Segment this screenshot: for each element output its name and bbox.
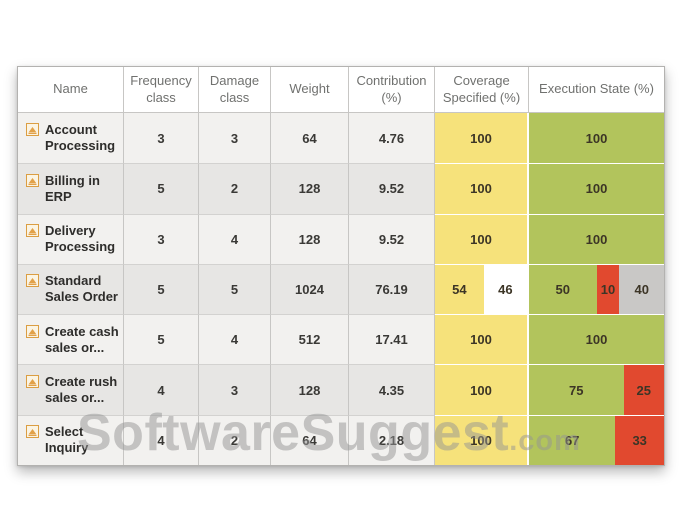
coverage-segment-yellow: 100 bbox=[435, 315, 527, 365]
coverage-segment-yellow: 100 bbox=[435, 214, 527, 264]
coverage-cell: 100 bbox=[435, 213, 529, 264]
row-name-label: Standard Sales Order bbox=[45, 273, 118, 305]
cell-weight: 128 bbox=[271, 163, 349, 214]
cell-frequency-class: 4 bbox=[124, 414, 199, 465]
process-icon bbox=[26, 122, 39, 136]
table-row[interactable]: Create cash sales or... 5 4 512 17.41 100 100 bbox=[18, 314, 664, 365]
execution-cell: 100 bbox=[529, 113, 664, 164]
process-icon bbox=[26, 274, 39, 288]
execution-segment-green: 67 bbox=[529, 415, 616, 465]
row-name-label: Account Processing bbox=[45, 121, 116, 154]
cell-weight: 64 bbox=[271, 113, 349, 164]
process-icon bbox=[26, 425, 39, 439]
cell-contribution: 4.76 bbox=[349, 113, 435, 164]
execution-cell: 100 bbox=[529, 163, 664, 214]
cell-damage-class: 3 bbox=[199, 113, 271, 164]
cell-damage-class: 2 bbox=[199, 414, 271, 465]
row-name-label: Create rush sales or... bbox=[45, 373, 118, 406]
column-header-execution: Execution State (%) bbox=[529, 67, 664, 113]
table-row[interactable]: Delivery Processing 3 4 128 9.52 100 100 bbox=[18, 213, 664, 264]
coverage-segment-yellow: 100 bbox=[435, 365, 527, 415]
execution-segment-green: 100 bbox=[529, 214, 664, 264]
cell-frequency-class: 3 bbox=[124, 213, 199, 264]
risk-analysis-table: Name Frequency class Damage class Weight… bbox=[17, 66, 665, 466]
column-header-weight: Weight bbox=[271, 67, 349, 113]
cell-damage-class: 3 bbox=[199, 364, 271, 415]
cell-contribution: 9.52 bbox=[349, 213, 435, 264]
cell-damage-class: 4 bbox=[199, 213, 271, 264]
row-name-cell[interactable]: Delivery Processing bbox=[18, 213, 124, 264]
cell-frequency-class: 5 bbox=[124, 263, 199, 315]
execution-segment-red: 10 bbox=[596, 264, 620, 315]
cell-weight: 512 bbox=[271, 314, 349, 365]
process-icon bbox=[26, 223, 39, 237]
execution-segment-green: 100 bbox=[529, 113, 664, 164]
coverage-segment-white: 46 bbox=[483, 264, 527, 315]
cell-weight: 128 bbox=[271, 213, 349, 264]
execution-segment-green: 100 bbox=[529, 164, 664, 214]
coverage-cell: 100 bbox=[435, 113, 529, 164]
execution-segment-red: 33 bbox=[615, 415, 664, 465]
cell-frequency-class: 3 bbox=[124, 113, 199, 164]
coverage-cell: 100 bbox=[435, 414, 529, 465]
cell-contribution: 17.41 bbox=[349, 314, 435, 365]
row-name-cell[interactable]: Billing in ERP bbox=[18, 163, 124, 214]
cell-weight: 64 bbox=[271, 414, 349, 465]
table-row[interactable]: Billing in ERP 5 2 128 9.52 100 100 bbox=[18, 163, 664, 214]
row-name-cell[interactable]: Account Processing bbox=[18, 113, 124, 164]
execution-cell: 100 bbox=[529, 213, 664, 264]
table-row[interactable]: Standard Sales Order 5 5 1024 76.19 54 46 50 10 4… bbox=[18, 263, 664, 315]
coverage-segment-yellow: 54 bbox=[435, 264, 484, 315]
column-header-frequency: Frequency class bbox=[124, 67, 199, 113]
coverage-segment-yellow: 100 bbox=[435, 164, 527, 214]
process-icon bbox=[26, 173, 39, 187]
coverage-cell: 100 bbox=[435, 314, 529, 365]
cell-damage-class: 4 bbox=[199, 314, 271, 365]
cell-weight: 128 bbox=[271, 364, 349, 415]
cell-contribution: 76.19 bbox=[349, 263, 435, 315]
column-header-name: Name bbox=[18, 67, 124, 113]
cell-frequency-class: 5 bbox=[124, 314, 199, 365]
cell-frequency-class: 5 bbox=[124, 163, 199, 214]
cell-damage-class: 5 bbox=[199, 263, 271, 315]
cell-weight: 1024 bbox=[271, 263, 349, 315]
process-icon bbox=[26, 324, 39, 338]
row-name-label: Billing in ERP bbox=[45, 172, 100, 204]
row-name-label: Create cash sales or... bbox=[45, 323, 119, 355]
process-icon bbox=[26, 374, 39, 388]
column-header-damage: Damage class bbox=[199, 67, 271, 113]
row-name-cell[interactable]: Standard Sales Order bbox=[18, 263, 124, 315]
coverage-segment-yellow: 100 bbox=[435, 415, 527, 465]
coverage-cell: 54 46 bbox=[435, 263, 529, 315]
cell-contribution: 9.52 bbox=[349, 163, 435, 214]
row-name-cell[interactable]: Select Inquiry bbox=[18, 414, 124, 465]
execution-cell: 67 33 bbox=[529, 414, 664, 465]
execution-segment-green: 100 bbox=[529, 315, 664, 365]
cell-damage-class: 2 bbox=[199, 163, 271, 214]
table-row[interactable]: Account Processing 3 3 64 4.76 100 100 bbox=[18, 113, 664, 164]
cell-frequency-class: 4 bbox=[124, 364, 199, 415]
execution-segment-red: 25 bbox=[623, 365, 664, 415]
coverage-cell: 100 bbox=[435, 163, 529, 214]
row-name-cell[interactable]: Create rush sales or... bbox=[18, 364, 124, 415]
column-header-contribution: Contribution (%) bbox=[349, 67, 435, 113]
cell-contribution: 2.18 bbox=[349, 414, 435, 465]
execution-cell: 75 25 bbox=[529, 364, 664, 415]
coverage-cell: 100 bbox=[435, 364, 529, 415]
row-name-label: Delivery Processing bbox=[45, 222, 116, 255]
execution-segment-green: 75 bbox=[529, 365, 624, 415]
execution-cell: 50 10 40 bbox=[529, 263, 664, 315]
table-row[interactable]: Select Inquiry 4 2 64 2.18 100 67 33 bbox=[18, 414, 664, 465]
execution-segment-gray: 40 bbox=[619, 264, 664, 315]
coverage-segment-yellow: 100 bbox=[435, 113, 527, 164]
column-header-coverage: Coverage Specified (%) bbox=[435, 67, 529, 113]
table-header: Name Frequency class Damage class Weight… bbox=[18, 67, 664, 113]
cell-contribution: 4.35 bbox=[349, 364, 435, 415]
row-name-label: Select Inquiry bbox=[45, 424, 89, 456]
row-name-cell[interactable]: Create cash sales or... bbox=[18, 314, 124, 365]
execution-cell: 100 bbox=[529, 314, 664, 365]
execution-segment-green: 50 bbox=[529, 264, 597, 315]
table-row[interactable]: Create rush sales or... 4 3 128 4.35 100 75 25 bbox=[18, 364, 664, 415]
